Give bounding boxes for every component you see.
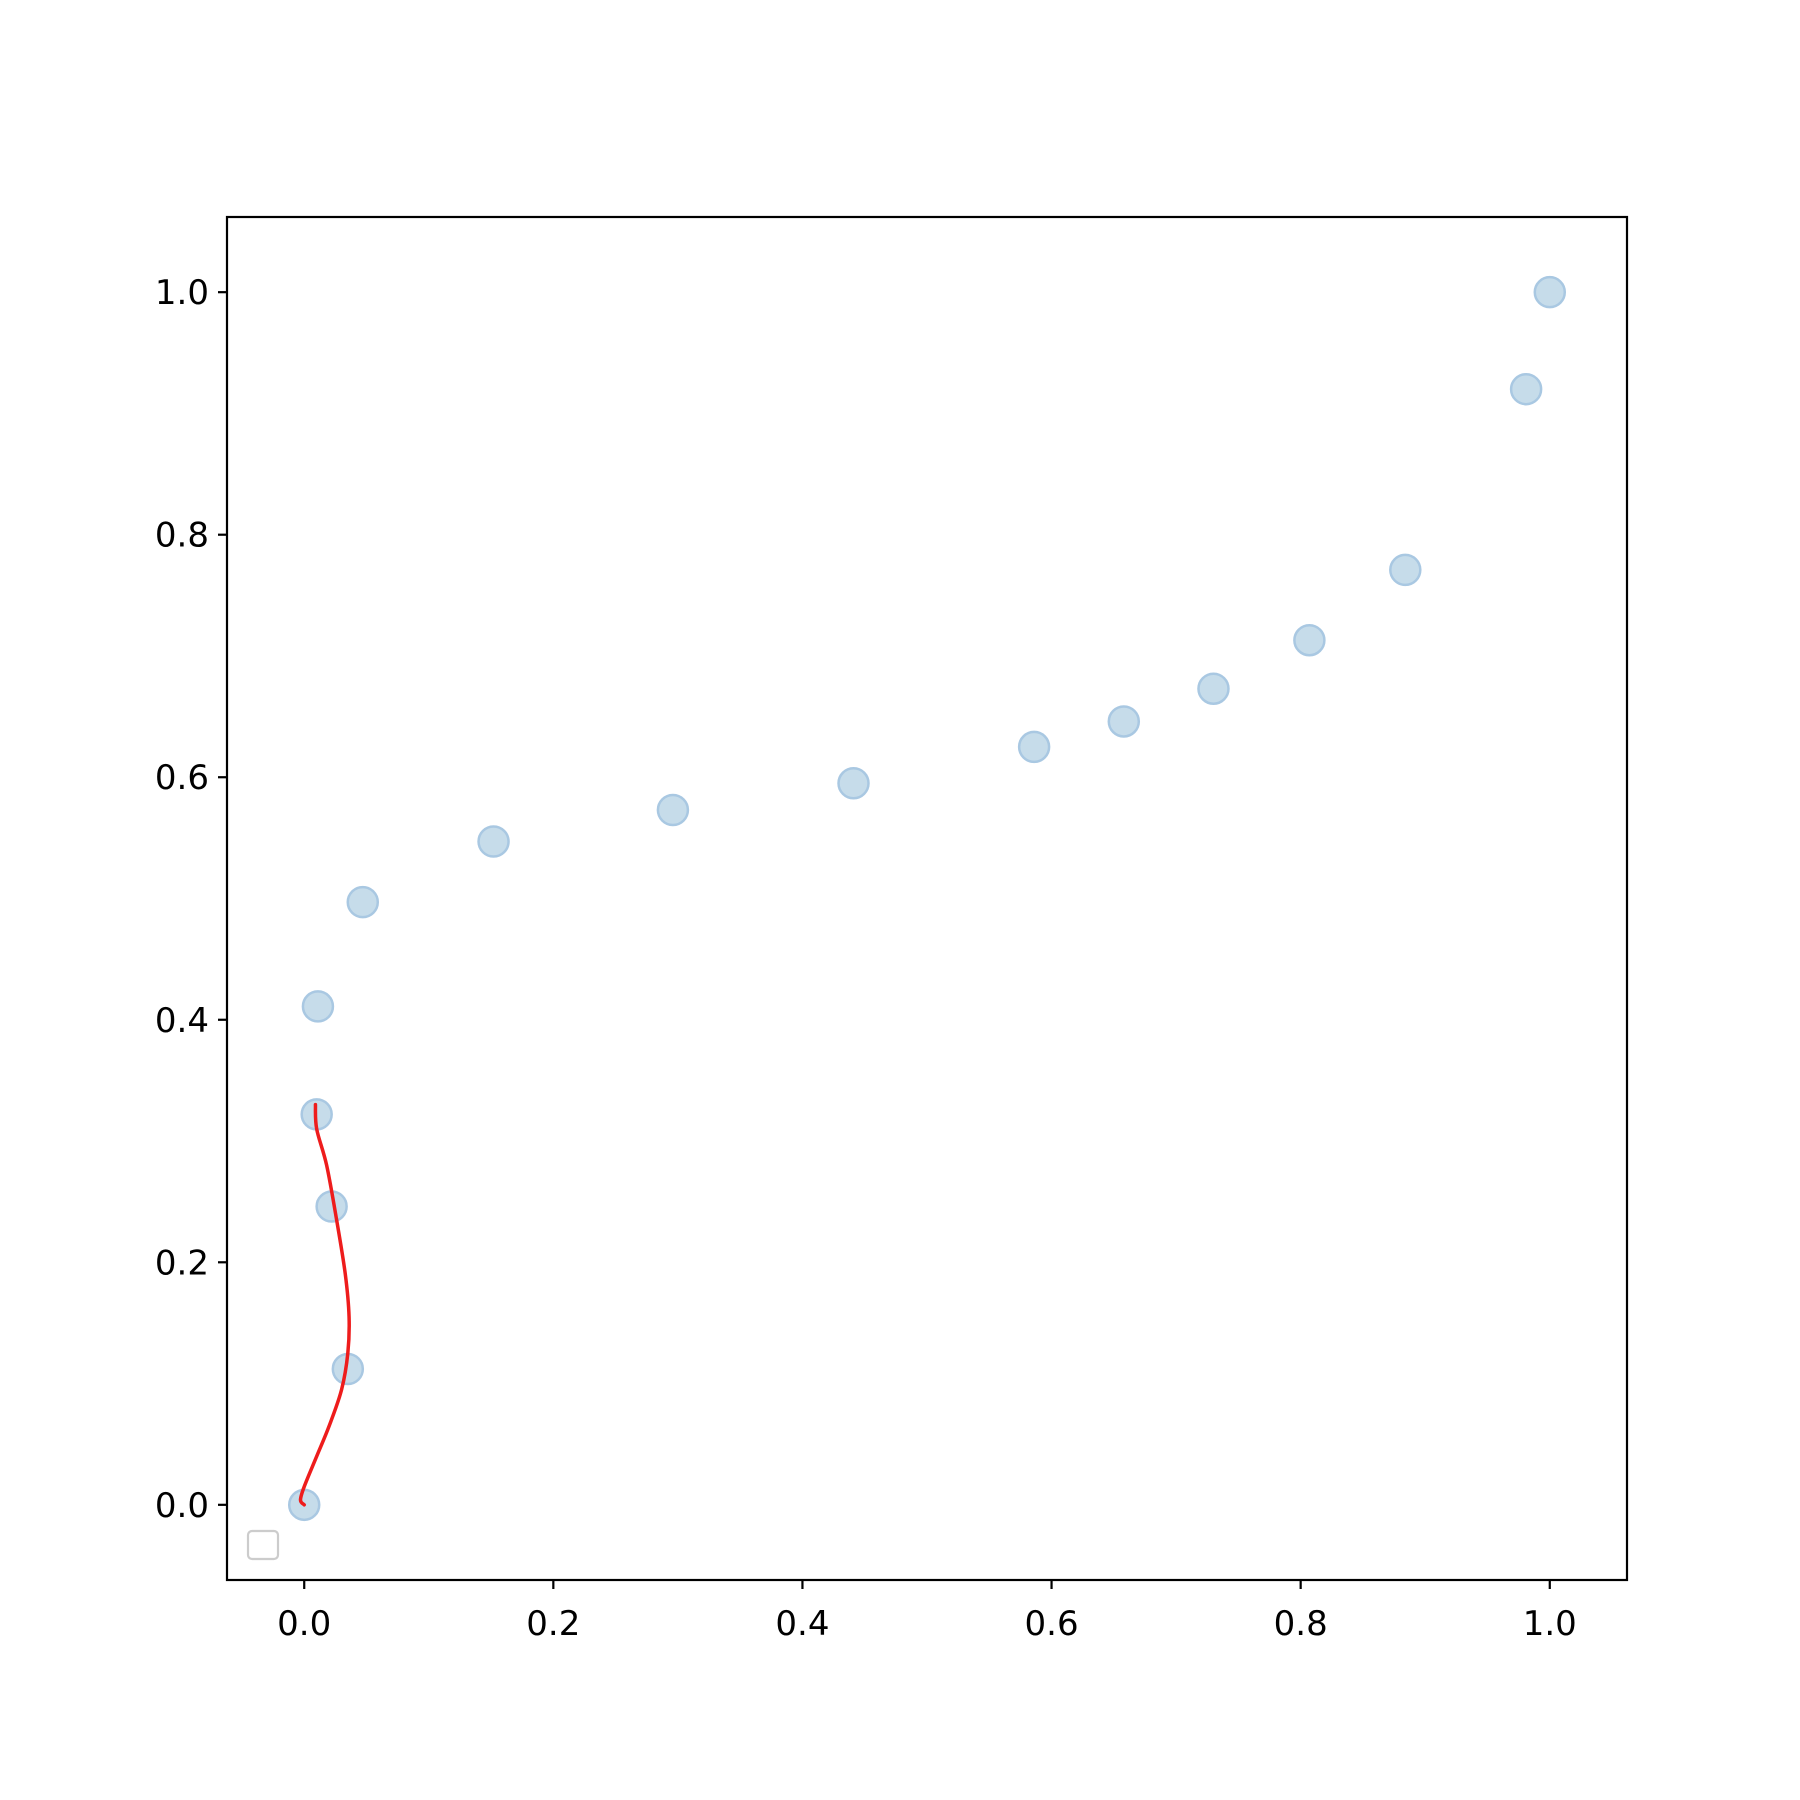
scatter-point <box>1197 672 1230 705</box>
y-axis: 0.0 0.2 0.4 0.6 0.8 1.0 <box>155 273 227 1526</box>
scatter-point <box>1293 623 1326 657</box>
x-tick-label: 0.0 <box>277 1604 331 1644</box>
scatter-point <box>1389 553 1422 587</box>
axes-frame <box>225 215 1629 1582</box>
data-layer <box>287 275 1567 1522</box>
scatter-point <box>1509 372 1543 406</box>
x-tick-label: 0.4 <box>775 1604 829 1644</box>
legend-box <box>246 1529 280 1561</box>
y-tick-label: 1.0 <box>155 273 209 313</box>
scatter-point <box>1107 705 1141 738</box>
x-tick-label: 0.2 <box>526 1604 580 1644</box>
plot-area <box>227 217 1627 1580</box>
scatter-point <box>1017 730 1051 764</box>
scatter-point <box>656 793 690 827</box>
scatter-point <box>837 767 870 800</box>
x-axis: 0.0 0.2 0.4 0.6 0.8 1.0 <box>277 1580 1577 1644</box>
scatter-point <box>346 885 380 919</box>
y-tick-label: 0.8 <box>155 516 209 556</box>
scatter-point <box>477 825 510 858</box>
y-tick-label: 0.2 <box>155 1243 209 1283</box>
x-tick-label: 0.8 <box>1274 1604 1328 1644</box>
x-tick-label: 1.0 <box>1523 1604 1577 1644</box>
y-tick-label: 0.4 <box>155 1001 209 1041</box>
fit-curve <box>298 1102 351 1507</box>
y-tick-label: 0.6 <box>155 758 209 798</box>
scatter-point <box>301 990 335 1023</box>
scatter-point <box>1533 275 1567 309</box>
x-tick-label: 0.6 <box>1025 1604 1079 1644</box>
y-tick-label: 0.0 <box>155 1486 209 1526</box>
